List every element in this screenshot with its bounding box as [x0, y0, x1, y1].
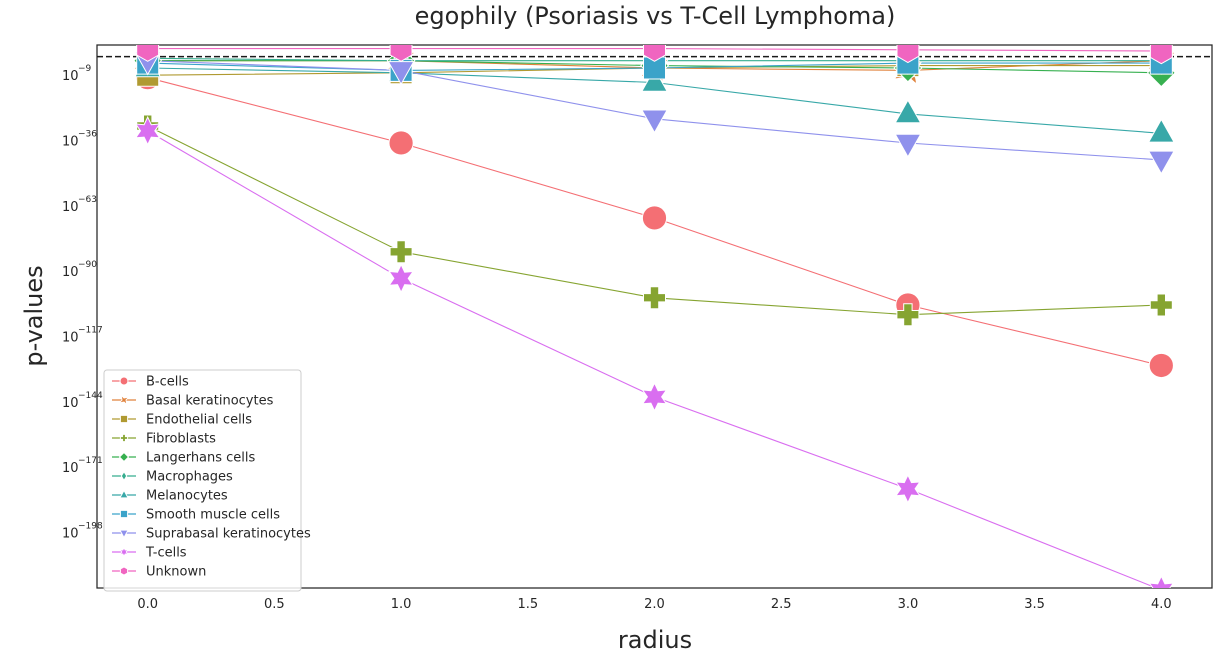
- legend-label: Basal keratinocytes: [146, 394, 274, 409]
- y-axis-label: p-values: [20, 265, 48, 366]
- chart-title: egophily (Psoriasis vs T-Cell Lymphoma): [415, 2, 896, 30]
- y-tick-exponent: −90: [78, 260, 97, 270]
- legend-marker: [119, 376, 129, 386]
- legend-item: Unknown: [112, 565, 206, 580]
- x-tick-label: 1.0: [391, 597, 412, 612]
- legend-label: Smooth muscle cells: [146, 508, 280, 523]
- data-point: [894, 473, 921, 504]
- data-point: [134, 115, 161, 146]
- data-point: [389, 240, 413, 264]
- legend-marker: [119, 566, 129, 576]
- data-point: [1149, 45, 1173, 65]
- y-tick-base: 10: [62, 330, 79, 345]
- y-tick-exponent: −63: [78, 195, 97, 205]
- x-tick-label: 4.0: [1151, 597, 1172, 612]
- legend-label: T-cells: [145, 546, 187, 561]
- data-point: [1149, 293, 1173, 317]
- data-point: [896, 45, 920, 64]
- legend-item: Smooth muscle cells: [112, 508, 280, 523]
- plot-content: [97, 45, 1212, 588]
- y-tick-base: 10: [62, 69, 79, 84]
- legend: B-cells Basal keratinocytes Endothelial ce…: [103, 369, 311, 592]
- legend-item: Endothelial cells: [112, 413, 252, 428]
- x-tick-label: 1.5: [517, 597, 538, 612]
- data-point: [1147, 118, 1175, 143]
- legend-marker: [119, 529, 129, 539]
- y-tick-label: 10 −198: [62, 521, 103, 541]
- y-tick-label: 10 −117: [62, 325, 103, 345]
- legend-item: Fibroblasts: [112, 432, 216, 447]
- legend-marker: [119, 433, 129, 443]
- legend-item: Macrophages: [112, 470, 233, 485]
- data-point: [388, 130, 414, 156]
- y-tick-exponent: −117: [78, 325, 103, 335]
- x-tick-label: 0.5: [264, 597, 285, 612]
- data-point: [389, 45, 413, 62]
- y-tick-base: 10: [62, 526, 79, 541]
- data-point: [388, 263, 415, 294]
- y-tick-label: 10 −36: [62, 130, 97, 150]
- x-tick-label: 0.0: [137, 597, 158, 612]
- legend-item: B-cells: [112, 375, 189, 390]
- y-tick-exponent: −9: [78, 64, 92, 74]
- legend-label: Melanocytes: [146, 489, 228, 504]
- y-tick-base: 10: [62, 265, 79, 280]
- legend-marker: [118, 451, 130, 463]
- data-point: [643, 45, 666, 62]
- y-tick-label: 10 −171: [62, 456, 103, 476]
- y-tick-base: 10: [62, 135, 79, 150]
- legend-marker: [119, 414, 129, 424]
- x-tick-label: 3.0: [898, 597, 919, 612]
- data-point: [643, 286, 666, 310]
- y-tick-base: 10: [62, 200, 79, 215]
- legend-label: Macrophages: [146, 470, 233, 485]
- legend-marker: [119, 546, 129, 558]
- y-tick-exponent: −198: [78, 521, 103, 531]
- data-point: [641, 109, 668, 134]
- legend-label: Endothelial cells: [146, 413, 252, 428]
- data-point: [641, 205, 668, 231]
- legend-item: Melanocytes: [112, 489, 228, 504]
- legend-label: Langerhans cells: [146, 451, 256, 466]
- legend-box: [103, 369, 302, 592]
- y-tick-label: 10 −9: [62, 64, 92, 84]
- y-tick-base: 10: [62, 461, 79, 476]
- y-tick-exponent: −36: [78, 130, 97, 140]
- legend-label: Unknown: [146, 565, 206, 580]
- data-point: [641, 67, 668, 92]
- data-point: [136, 45, 160, 62]
- legend-marker: [119, 509, 129, 519]
- legend-label: Suprabasal keratinocytes: [146, 527, 311, 542]
- y-tick-label: 10 −144: [62, 391, 103, 411]
- data-point: [641, 382, 668, 412]
- legend-marker: [120, 470, 128, 482]
- x-tick-label: 2.0: [644, 597, 665, 612]
- y-tick-label: 10 −63: [62, 195, 97, 215]
- legend-item: Langerhans cells: [112, 451, 256, 466]
- y-tick-exponent: −171: [78, 456, 103, 466]
- data-point: [894, 133, 922, 158]
- y-tick-base: 10: [62, 396, 79, 411]
- data-point: [894, 99, 922, 124]
- legend-item: T-cells: [112, 546, 187, 561]
- legend-marker: [118, 394, 130, 406]
- y-tick-exponent: −144: [78, 391, 103, 401]
- legend-label: Fibroblasts: [146, 432, 216, 447]
- data-point: [1148, 352, 1174, 379]
- legend-item: Suprabasal keratinocytes: [112, 527, 311, 542]
- data-point: [1147, 150, 1175, 175]
- y-tick-label: 10 −90: [62, 260, 97, 280]
- data-point: [896, 303, 920, 327]
- legend-marker: [119, 489, 129, 499]
- legend-item: Basal keratinocytes: [112, 394, 274, 409]
- x-tick-label: 3.5: [1024, 597, 1045, 612]
- x-axis-label: radius: [618, 626, 692, 654]
- legend-label: B-cells: [146, 375, 189, 390]
- x-tick-label: 2.5: [771, 597, 792, 612]
- data-point: [1148, 575, 1175, 588]
